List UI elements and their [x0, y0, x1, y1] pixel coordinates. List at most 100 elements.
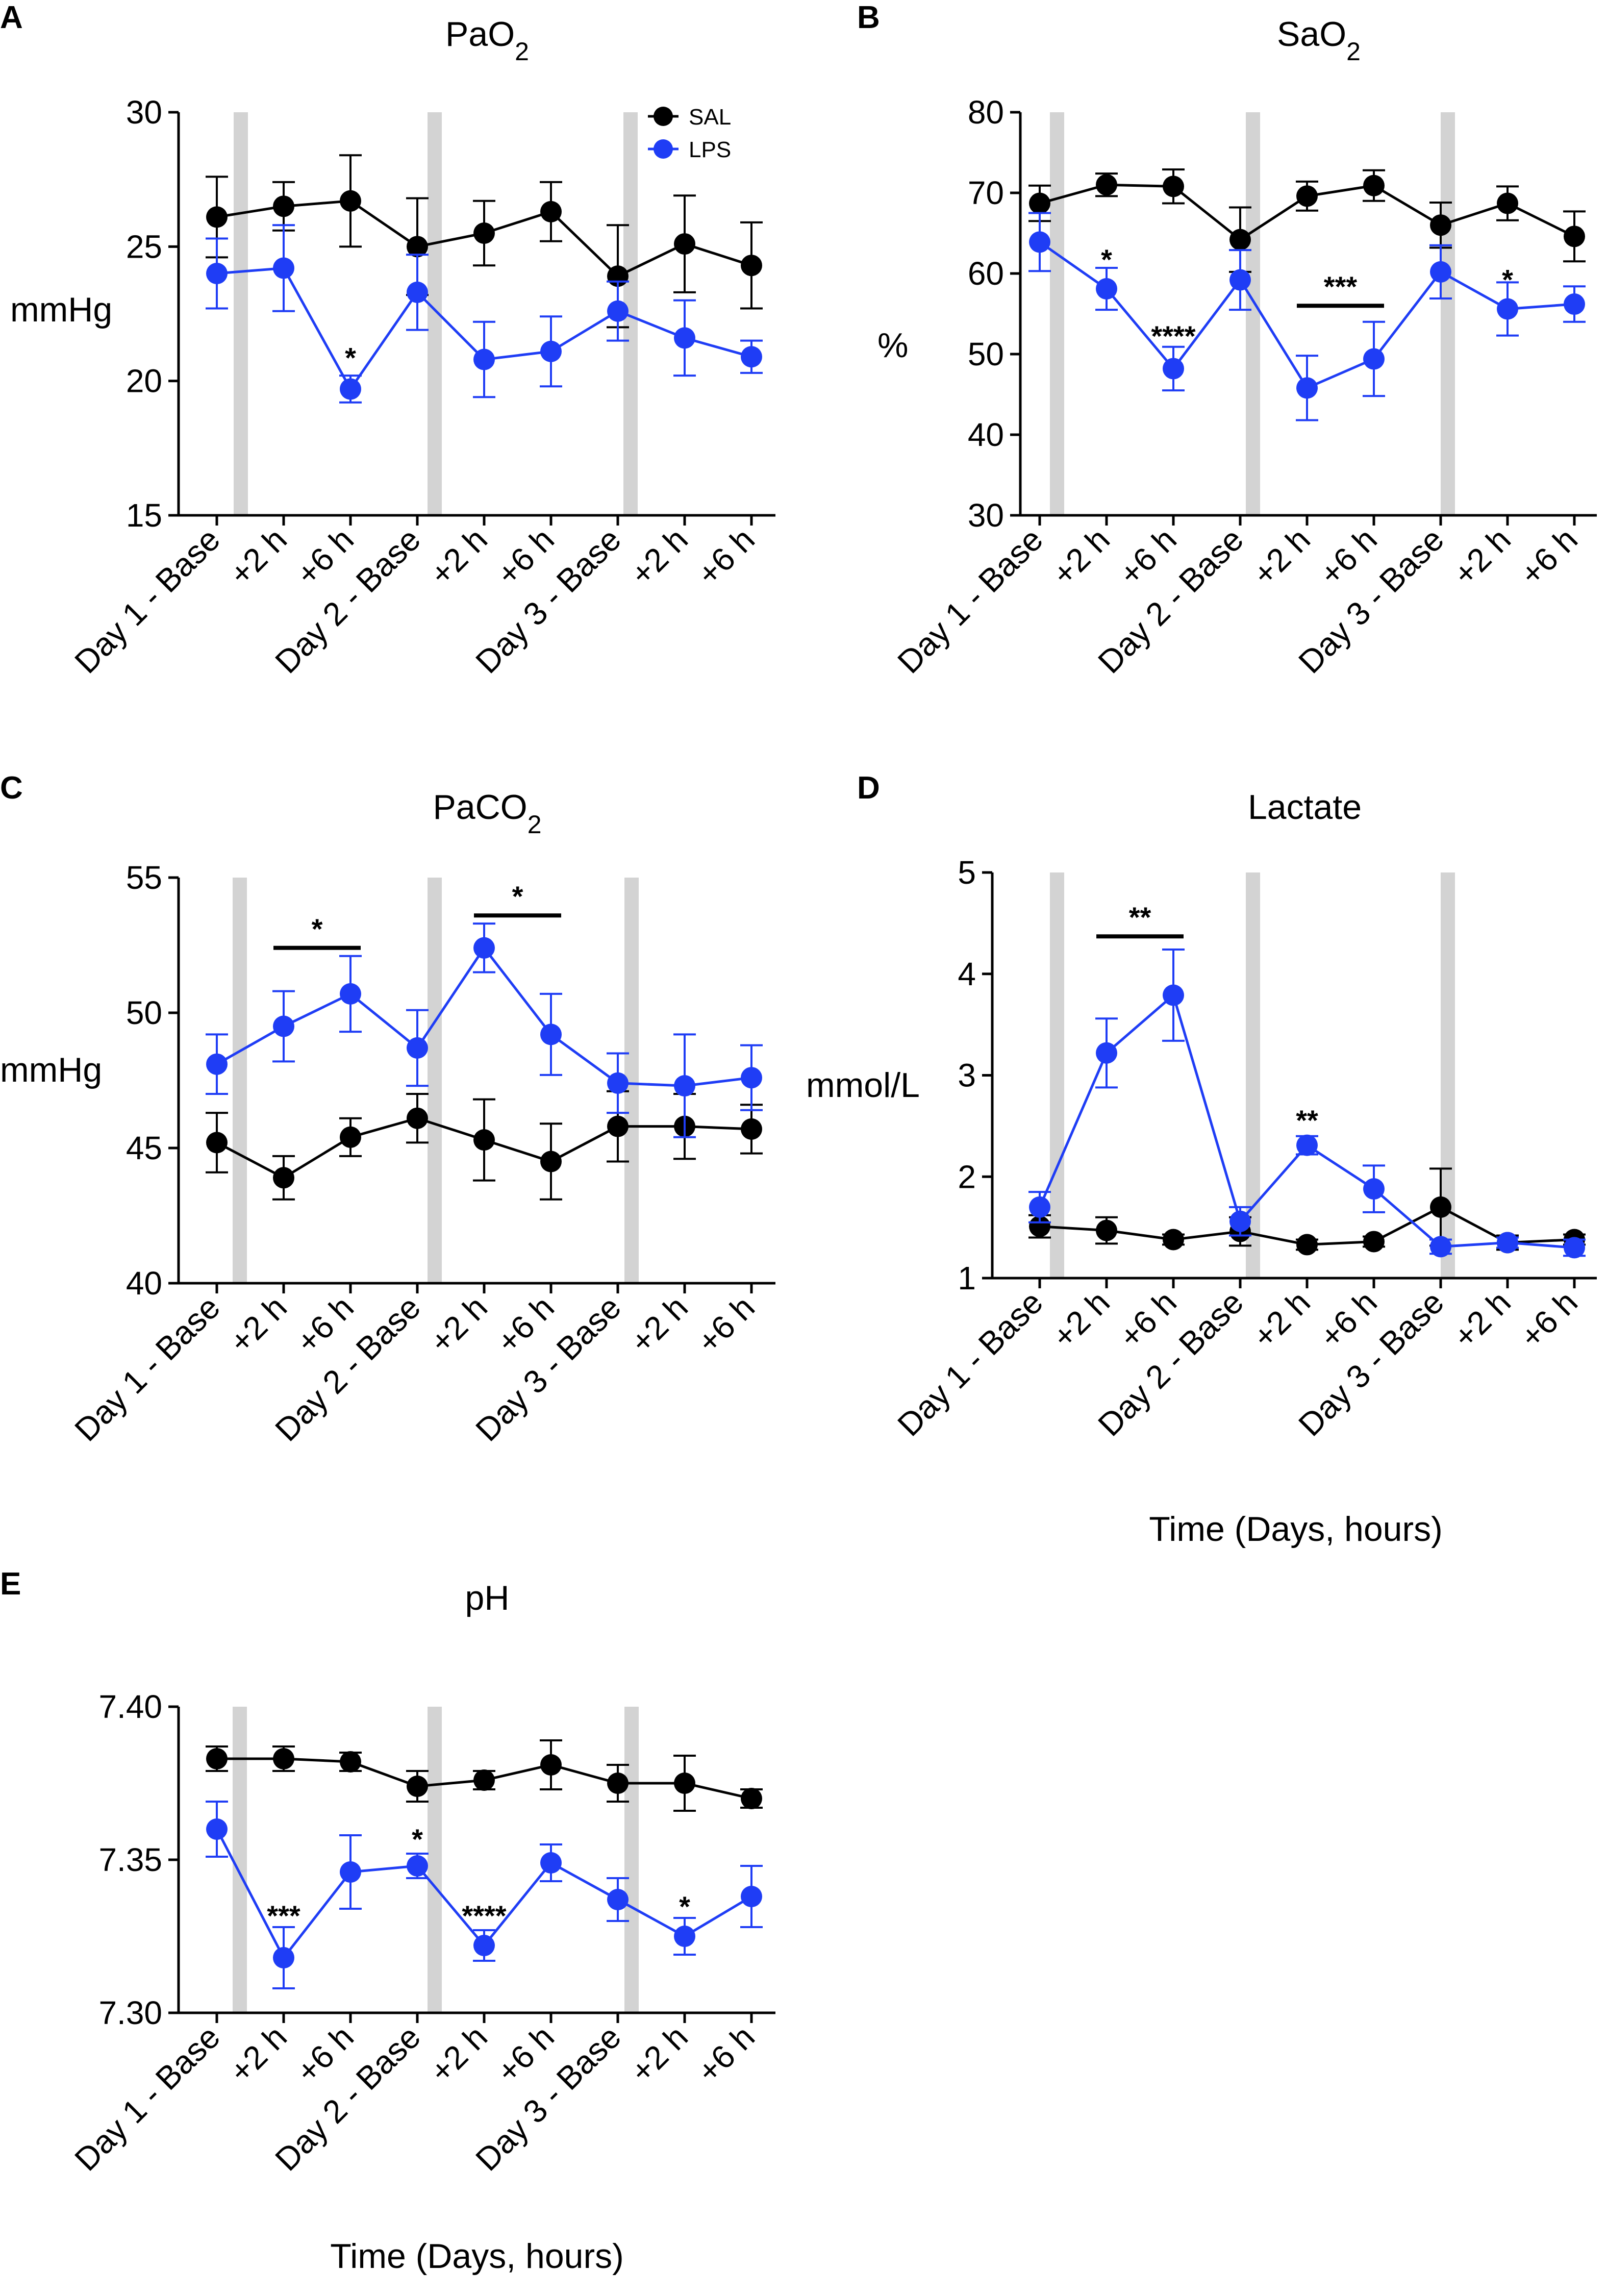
panel-label: D — [857, 770, 880, 806]
significance-label: * — [1502, 264, 1513, 296]
chart-title-main: PaO — [445, 15, 515, 54]
y-tick-label: 45 — [126, 1130, 162, 1166]
x-tick-label: Day 1 - Base — [890, 521, 1049, 680]
data-point — [607, 300, 629, 322]
data-point — [1497, 1232, 1518, 1254]
data-point — [1564, 1237, 1585, 1259]
data-point — [1229, 269, 1251, 291]
data-point — [1430, 261, 1451, 283]
data-point — [407, 1776, 428, 1797]
chart-title: pH — [465, 1579, 510, 1617]
data-point — [206, 1053, 228, 1075]
x-tick-label: +2 h — [222, 1289, 294, 1360]
data-point — [1096, 1219, 1117, 1241]
day-separator-band — [1246, 112, 1260, 515]
chart-title-main: SaO — [1277, 15, 1346, 54]
x-tick-label: +2 h — [623, 2018, 695, 2090]
series-sal — [1028, 168, 1586, 273]
day-separator-band — [1050, 872, 1064, 1278]
data-point — [674, 327, 695, 349]
y-tick-label: 4 — [958, 956, 976, 992]
data-point — [741, 1067, 762, 1089]
x-tick-label: +2 h — [1045, 1284, 1117, 1355]
data-point — [273, 257, 294, 279]
data-point — [1564, 226, 1585, 247]
data-point — [206, 1818, 228, 1840]
y-tick-label: 20 — [126, 363, 162, 400]
legend-swatch-marker — [654, 107, 673, 126]
series-lps — [206, 922, 763, 1138]
y-axis-label: mmol/L — [806, 1066, 920, 1105]
x-tick-label: +2 h — [423, 521, 494, 592]
data-point — [407, 236, 428, 258]
data-point — [1029, 1196, 1050, 1218]
x-axis-label: Time (Days, hours) — [330, 2237, 624, 2276]
data-point — [407, 1037, 428, 1059]
data-point — [607, 1072, 629, 1094]
x-tick-label: +2 h — [222, 2018, 294, 2090]
x-tick-label: +6 h — [690, 521, 762, 592]
y-tick-label: 50 — [968, 336, 1004, 372]
significance-label: *** — [267, 1900, 300, 1932]
data-point — [206, 206, 228, 228]
series-sal — [206, 1090, 763, 1201]
data-point — [1296, 185, 1318, 207]
y-tick-label: 30 — [126, 94, 162, 131]
panel-label: C — [0, 770, 23, 806]
data-point — [340, 378, 361, 400]
y-tick-label: 55 — [126, 859, 162, 896]
data-point — [473, 1935, 495, 1956]
data-point — [741, 346, 762, 368]
significance-label: * — [345, 341, 356, 373]
y-tick-label: 80 — [968, 94, 1004, 131]
day-separator-band — [428, 1707, 442, 2013]
data-point — [1163, 984, 1184, 1006]
significance-label: ** — [1129, 901, 1151, 933]
data-point — [1229, 229, 1251, 251]
y-tick-label: 2 — [958, 1158, 976, 1195]
significance-label: *** — [1324, 270, 1358, 303]
significance-label: **** — [1151, 320, 1195, 352]
series-sal — [206, 154, 763, 329]
data-point — [473, 348, 495, 370]
x-tick-label: Day 1 - Base — [67, 521, 227, 680]
chart-title-main: pH — [465, 1579, 510, 1617]
data-point — [674, 1926, 695, 1947]
day-separator-band — [428, 878, 442, 1283]
data-point — [1163, 176, 1184, 197]
y-tick-label: 40 — [968, 416, 1004, 453]
data-point — [1296, 1134, 1318, 1156]
chart-title: PaCO2 — [433, 788, 542, 839]
significance-label: * — [412, 1823, 423, 1855]
data-point — [340, 1751, 361, 1773]
data-point — [1163, 358, 1184, 380]
y-tick-label: 50 — [126, 994, 162, 1031]
data-point — [1430, 214, 1451, 236]
series-lps — [206, 1801, 763, 1989]
y-tick-label: 40 — [126, 1265, 162, 1302]
data-point — [473, 1769, 495, 1791]
x-tick-label: Day 1 - Base — [67, 1289, 227, 1448]
data-point — [1229, 1210, 1251, 1232]
data-point — [540, 340, 562, 362]
data-point — [1363, 1178, 1385, 1200]
data-point — [206, 263, 228, 284]
x-tick-label: +2 h — [623, 521, 695, 592]
chart-title: PaO2 — [445, 15, 529, 66]
y-tick-label: 30 — [968, 497, 1004, 534]
data-point — [407, 1107, 428, 1129]
data-point — [1096, 1042, 1117, 1064]
chart-title-subscript: 2 — [515, 37, 529, 66]
data-point — [607, 1889, 629, 1910]
data-point — [741, 255, 762, 277]
data-point — [1363, 348, 1385, 370]
y-tick-label: 7.35 — [98, 1841, 162, 1878]
day-separator-band — [1441, 112, 1455, 515]
data-point — [1363, 174, 1385, 196]
legend-label: SAL — [689, 105, 731, 130]
data-point — [273, 1947, 294, 1968]
data-point — [1497, 192, 1518, 214]
chart-title: SaO2 — [1277, 15, 1361, 66]
